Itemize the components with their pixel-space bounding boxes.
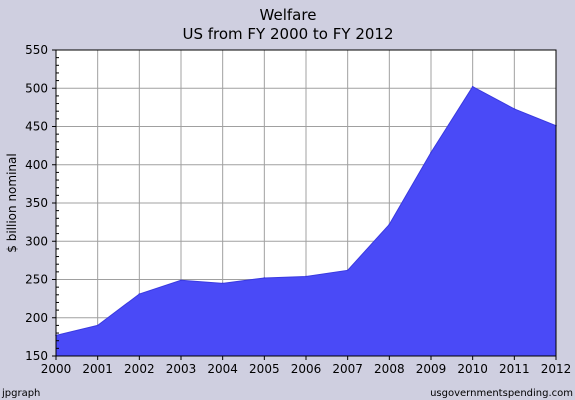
x-tick-label: 2005 (249, 362, 280, 376)
data-point (180, 279, 182, 282)
x-tick-label: 2003 (166, 362, 197, 376)
x-tick-label: 2006 (291, 362, 322, 376)
x-tick-label: 2007 (332, 362, 363, 376)
x-tick-label: 2002 (124, 362, 155, 376)
data-point (346, 269, 349, 272)
data-point (138, 293, 141, 295)
x-axis-labels: 2000 2001 2002 2003 2004 2005 2006 2007 2008 2009… (41, 362, 572, 376)
data-point (513, 108, 516, 110)
x-tick-label: 2001 (82, 362, 113, 376)
x-tick-label: 2004 (207, 362, 238, 376)
x-tick-label: 2008 (374, 362, 405, 376)
y-tick-label: 400 (25, 158, 48, 172)
x-tick-label: 2012 (541, 362, 572, 376)
chart-title: Welfare (260, 6, 317, 24)
footer-left-credit: jpgraph (1, 388, 40, 399)
chart-subtitle: US from FY 2000 to FY 2012 (182, 25, 393, 43)
data-point (305, 275, 307, 278)
data-point (388, 223, 391, 226)
x-tick-label: 2010 (457, 362, 488, 376)
y-tick-label: 150 (25, 349, 48, 363)
data-point (430, 151, 432, 154)
data-point (96, 324, 99, 327)
footer-right-credit: usgovernmentspending.com (430, 388, 573, 399)
y-axis-labels: 150 200 250 300 350 400 450 500 550 (25, 43, 48, 363)
y-tick-label: 550 (25, 43, 48, 57)
y-tick-label: 250 (25, 273, 48, 287)
y-tick-label: 350 (25, 196, 48, 210)
plot-border (55, 49, 557, 357)
y-tick-label: 500 (25, 81, 48, 95)
series-area (55, 86, 557, 357)
y-tick-label: 200 (25, 311, 48, 325)
data-point (263, 277, 266, 279)
y-tick-label: 450 (25, 120, 48, 134)
data-point (471, 85, 474, 88)
y-tick-label: 300 (25, 234, 48, 248)
x-tick-label: 2000 (41, 362, 72, 376)
y-axis-title: $ billion nominal (5, 153, 19, 252)
data-point (221, 282, 224, 285)
x-tick-label: 2011 (499, 362, 530, 376)
x-tick-label: 2009 (416, 362, 447, 376)
